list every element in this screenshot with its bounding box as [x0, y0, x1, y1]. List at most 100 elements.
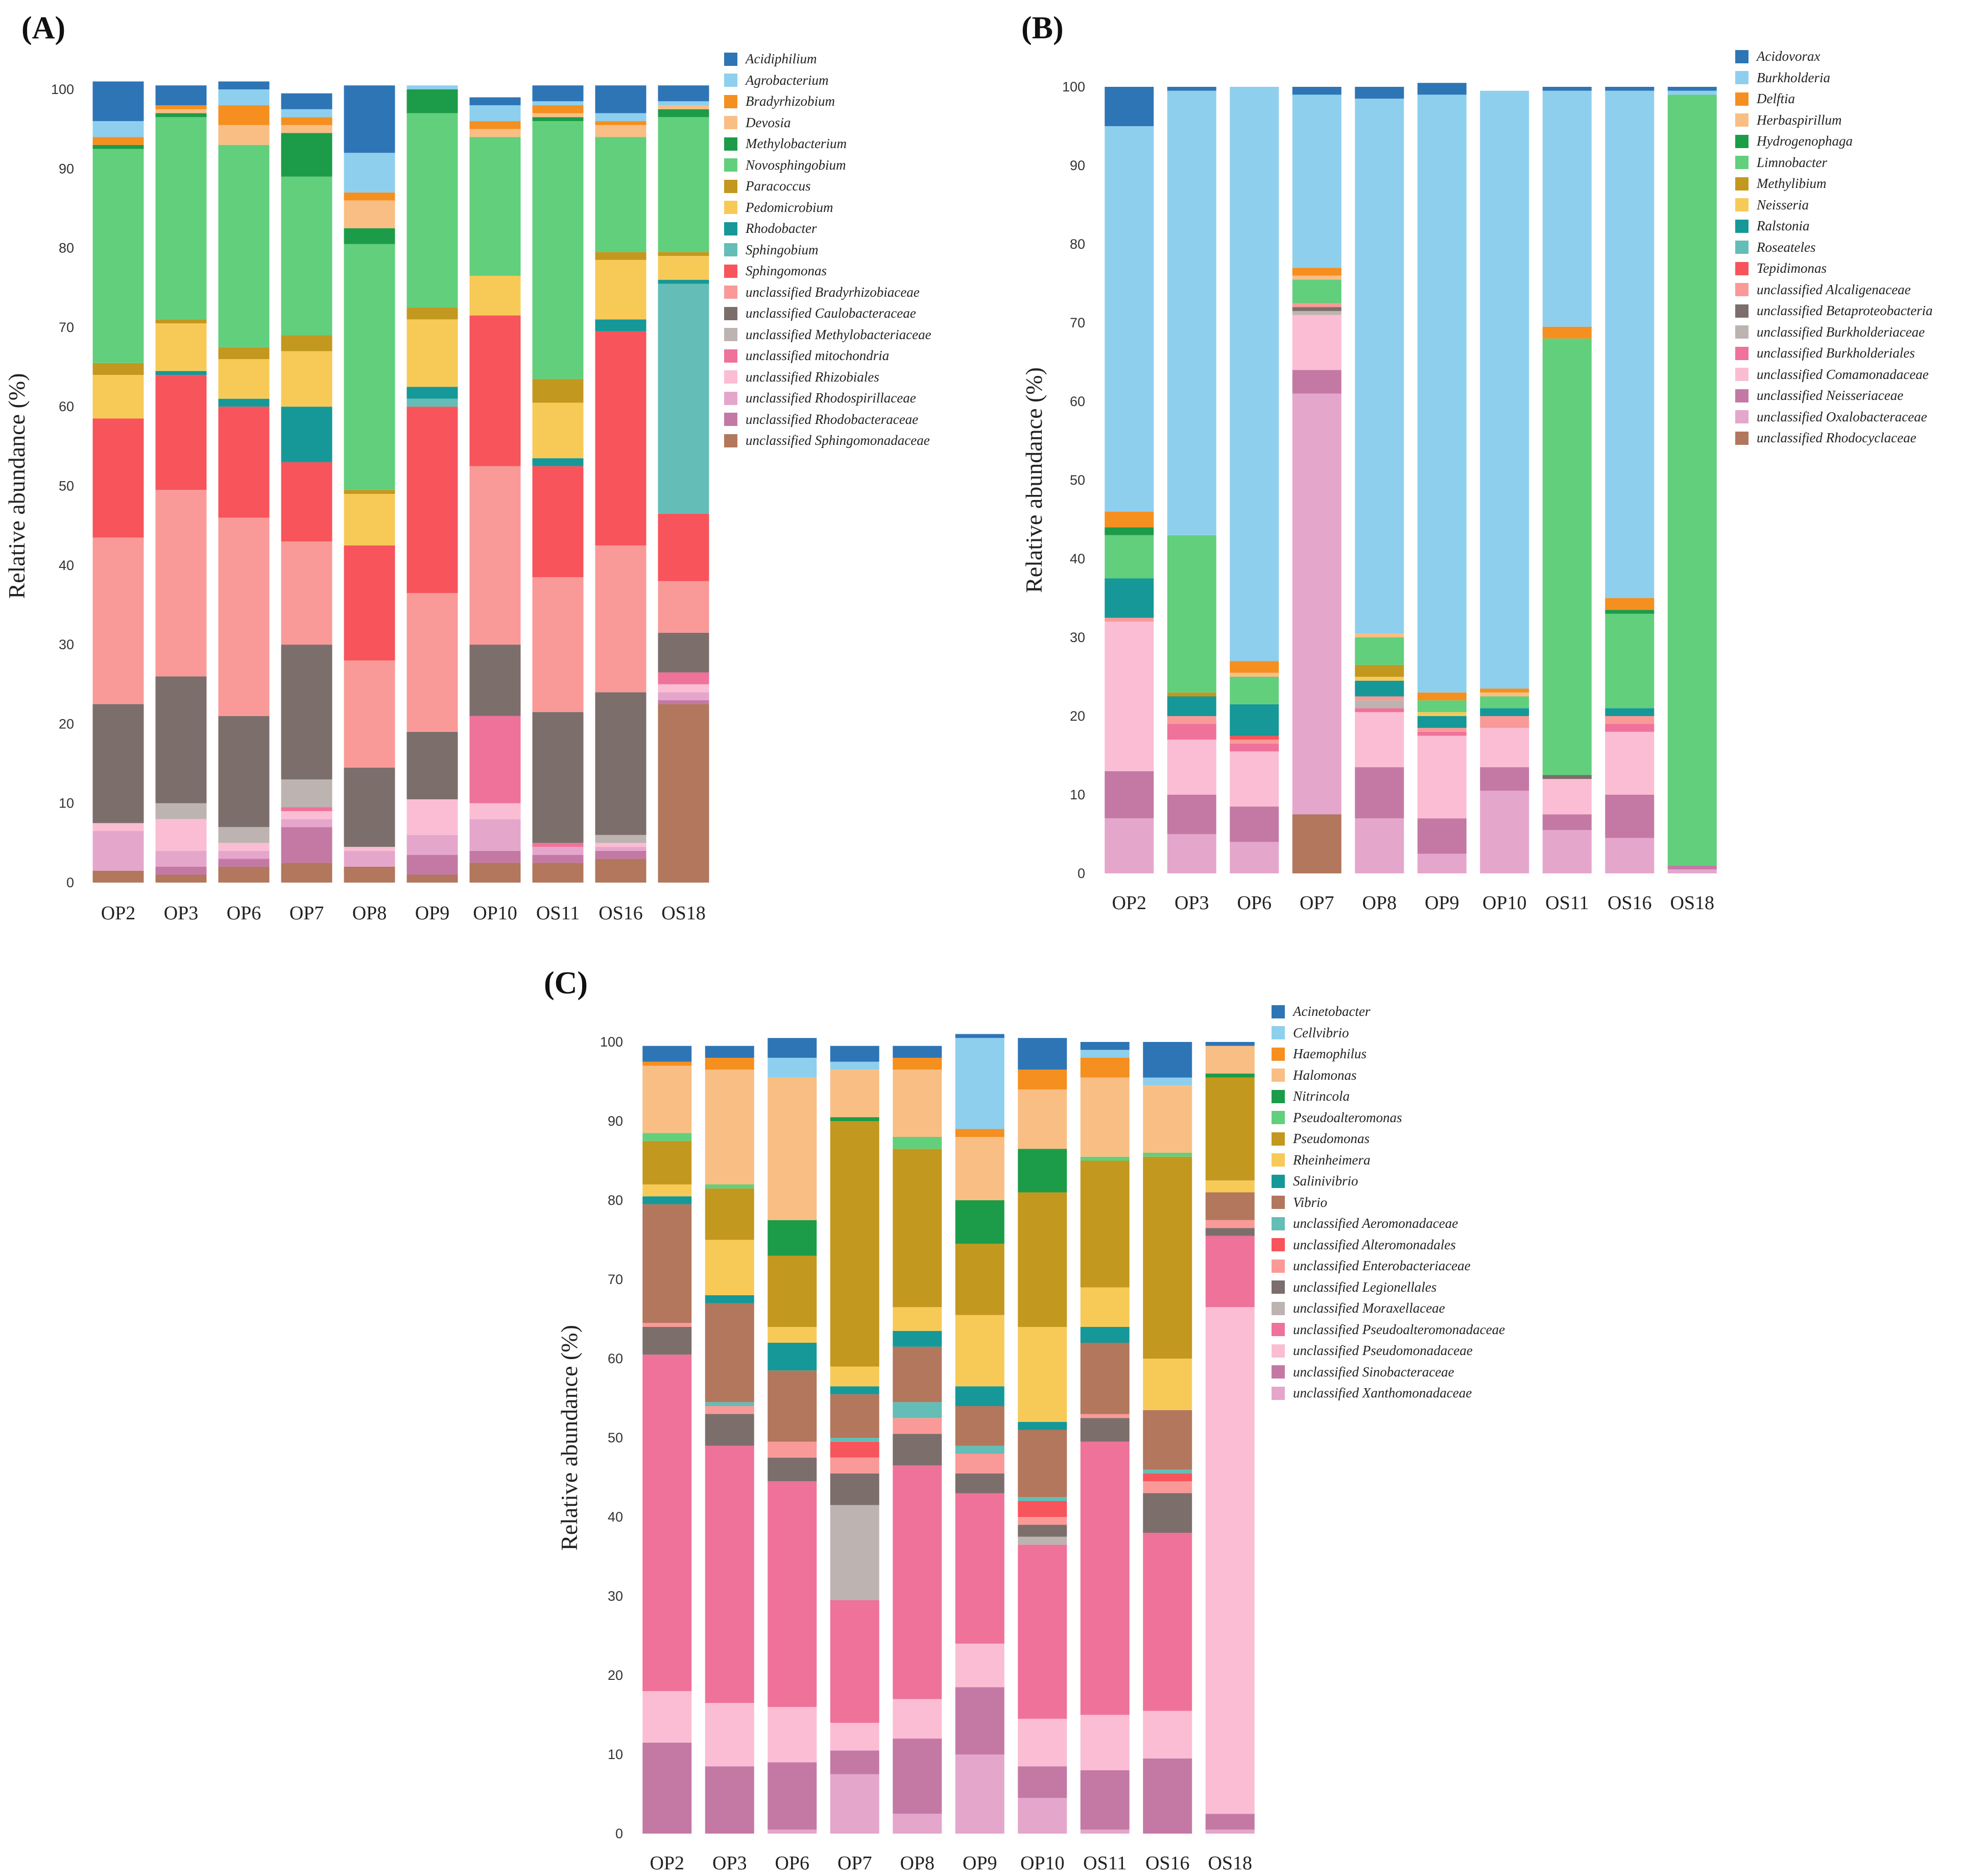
panel-a-ytick: 60: [59, 399, 74, 414]
legend-swatch: [724, 391, 737, 405]
panel-a-bar-segment-op7-unclassified-mitochondria: [281, 807, 332, 812]
panel-a-bar-segment-op10-unclassified-rhodobacteraceae: [469, 850, 521, 863]
panel-b-bar-segment-op2-ralstonia: [1105, 578, 1154, 618]
panel-b-xtick-op7: OP7: [1300, 892, 1334, 914]
panel-c-bar-segment-op9-rheinheimera: [955, 1315, 1004, 1387]
legend-item: Ralstonia: [1735, 216, 1933, 237]
panel-b-bar-segment-os16-unclassified-oxalobacteraceae: [1605, 838, 1655, 873]
panel-c-bar-segment-op10-halomonas: [1018, 1089, 1067, 1149]
panel-a-bar-segment-op3-bradyrhizobium: [155, 105, 207, 109]
panel-c-bar-segment-op10-unclassified-pseudomonadaceae: [1018, 1719, 1067, 1767]
panel-b-bar-segment-op3-unclassified-neisseriaceae: [1167, 795, 1216, 834]
panel-a-bar-segment-op9-rhodobacter: [406, 387, 458, 399]
legend-label: unclassified Bradyrhizobiaceae: [746, 284, 920, 300]
panel-c-bar-segment-op7-unclassified-moraxellaceae: [830, 1505, 879, 1600]
legend-label: Paracoccus: [746, 178, 811, 194]
legend-item: Paracoccus: [724, 176, 931, 197]
legend-label: unclassified Burkholderiaceae: [1757, 324, 1925, 340]
panel-a-bar-segment-op7-unclassified-bradyrhizobiaceae: [281, 541, 332, 645]
panel-c-bar-segment-os16-vibrio: [1143, 1410, 1192, 1469]
panel-a-bar-segment-op8-pedomicrobium: [344, 494, 395, 545]
panel-a-bar-segment-op7-unclassified-rhodobacteraceae: [281, 827, 332, 863]
legend-swatch: [1272, 1026, 1285, 1040]
panel-a-bar-segment-op3-unclassified-methylobacteriaceae: [155, 803, 207, 819]
legend-item: unclassified Caulobacteraceae: [724, 303, 931, 324]
panel-b-bar-segment-op9-unclassified-comamonadaceae: [1417, 735, 1467, 819]
panel-a-ytick: 40: [59, 558, 74, 573]
panel-b-bar-segment-os16-unclassified-burkholderiales: [1605, 724, 1655, 732]
legend-swatch: [1735, 50, 1749, 63]
legend-label: Agrobacterium: [746, 72, 829, 88]
panel-c-xtick-os16: OS16: [1145, 1853, 1190, 1874]
panel-a-bar-segment-op2-unclassified-caulobacteraceae: [92, 704, 144, 823]
legend-item: unclassified Xanthomonadaceae: [1272, 1383, 1505, 1404]
panel-c-bar-segment-op6-vibrio: [768, 1370, 817, 1442]
panel-b-bar-segment-op8-methylibium: [1355, 664, 1404, 677]
panel-a-bar-segment-os11-devosia: [532, 113, 584, 117]
panel-c-bar-segment-op7-unclassified-alteromonadales: [830, 1441, 879, 1458]
panel-b-bar-segment-op7-delftia: [1292, 268, 1342, 276]
legend-label: unclassified Legionellales: [1293, 1279, 1437, 1295]
panel-b-ytick: 30: [1070, 630, 1085, 645]
panel-a-bar-segment-os11-pedomicrobium: [532, 402, 584, 459]
panel-c-bar-segment-op3-unclassified-enterobacteriaceae: [705, 1406, 754, 1414]
panel-c-bar-segment-op8-salinivibrio: [893, 1331, 942, 1347]
legend-item: Methylobacterium: [724, 133, 931, 155]
panel-b-xtick-op10: OP10: [1482, 892, 1527, 914]
panel-b-bar-segment-op7-burkholderia: [1292, 94, 1342, 268]
panel-c-legend: Acinetobacter Cellvibrio Haemophilus Halomo…: [1272, 1001, 1505, 1404]
panel-c-bar-segment-op6-pseudomonas: [768, 1255, 817, 1327]
panel-a-bar-segment-op9-paracoccus: [406, 307, 458, 320]
legend-item: Haemophilus: [1272, 1043, 1505, 1065]
legend-label: Halomonas: [1293, 1067, 1357, 1083]
legend-label: Limnobacter: [1757, 154, 1827, 170]
panel-b-bar-segment-op8-burkholderia: [1355, 99, 1404, 634]
panel-b-xtick-os16: OS16: [1608, 892, 1652, 914]
panel-b-bar-segment-op10-unclassified-comamonadaceae: [1480, 728, 1529, 768]
panel-b-bar-segment-op3-acidovorax: [1167, 87, 1216, 91]
panel-c-bar-segment-os11-unclassified-enterobacteriaceae: [1080, 1414, 1130, 1418]
panel-b-bar-segment-op3-unclassified-oxalobacteraceae: [1167, 834, 1216, 873]
panel-a-bar-segment-op3-rhodobacter: [155, 371, 207, 375]
panel-c-bar-segment-op8-acinetobacter: [893, 1046, 942, 1058]
legend-swatch: [1735, 389, 1749, 402]
panel-c-bar-segment-op8-unclassified-aeromonadaceae: [893, 1402, 942, 1418]
panel-c-bar-segment-os11-haemophilus: [1080, 1058, 1130, 1078]
legend-swatch: [724, 179, 737, 193]
panel-b-bar-segment-op3-burkholderia: [1167, 90, 1216, 535]
panel-a-bar-segment-op9-novosphingobium: [406, 113, 458, 308]
legend-item: Salinivibrio: [1272, 1171, 1505, 1192]
panel-c-bar-segment-op7-vibrio: [830, 1394, 879, 1438]
legend-label: Haemophilus: [1293, 1046, 1367, 1062]
legend-item: Herbaspirillum: [1735, 110, 1933, 131]
legend-item: unclassified Rhodobacteraceae: [724, 409, 931, 431]
legend-label: Sphingobium: [746, 242, 819, 257]
legend-item: Roseateles: [1735, 237, 1933, 258]
legend-label: unclassified Pseudomonadaceae: [1293, 1343, 1473, 1359]
panel-c-bar-segment-os11-pseudoalteromonas: [1080, 1156, 1130, 1161]
panel-a-bar-segment-os18-unclassified-rhizobiales: [658, 684, 709, 693]
panel-b-bar-segment-op8-unclassified-alcaligenaceae: [1355, 696, 1404, 701]
panel-c-bar-segment-op10-unclassified-xanthomonadaceae: [1018, 1798, 1067, 1834]
legend-label: Methylobacterium: [746, 136, 847, 152]
panel-a-bar-segment-op9-unclassified-rhodobacteraceae: [406, 854, 458, 875]
legend-swatch: [1735, 71, 1749, 85]
legend-swatch: [1735, 113, 1749, 127]
legend-label: Methylibium: [1757, 176, 1827, 192]
legend-item: Sphingobium: [724, 240, 931, 261]
panel-b-bar-segment-op2-unclassified-alcaligenaceae: [1105, 618, 1154, 622]
panel-b-bar-segment-op9-limnobacter: [1417, 700, 1467, 713]
legend-label: unclassified Alteromonadales: [1293, 1237, 1456, 1252]
panel-b-bar-segment-os16-delftia: [1605, 598, 1655, 610]
panel-c-bar-segment-op9-haemophilus: [955, 1129, 1004, 1137]
legend-item: Rhodobacter: [724, 218, 931, 240]
panel-a-bar-segment-os11-bradyrhizobium: [532, 105, 584, 113]
panel-c-bar-segment-op10-unclassified-moraxellaceae: [1018, 1536, 1067, 1545]
legend-item: Methylibium: [1735, 173, 1933, 195]
panel-c-ytick: 10: [608, 1747, 623, 1762]
panel-a-bar-segment-os16-rhodobacter: [595, 319, 646, 331]
panel-c-bar-segment-op3-unclassified-legionellales: [705, 1414, 754, 1446]
legend-label: unclassified Moraxellaceae: [1293, 1300, 1445, 1316]
legend-label: Neisseria: [1757, 197, 1809, 212]
panel-a-bar-segment-os11-unclassified-caulobacteraceae: [532, 712, 584, 843]
